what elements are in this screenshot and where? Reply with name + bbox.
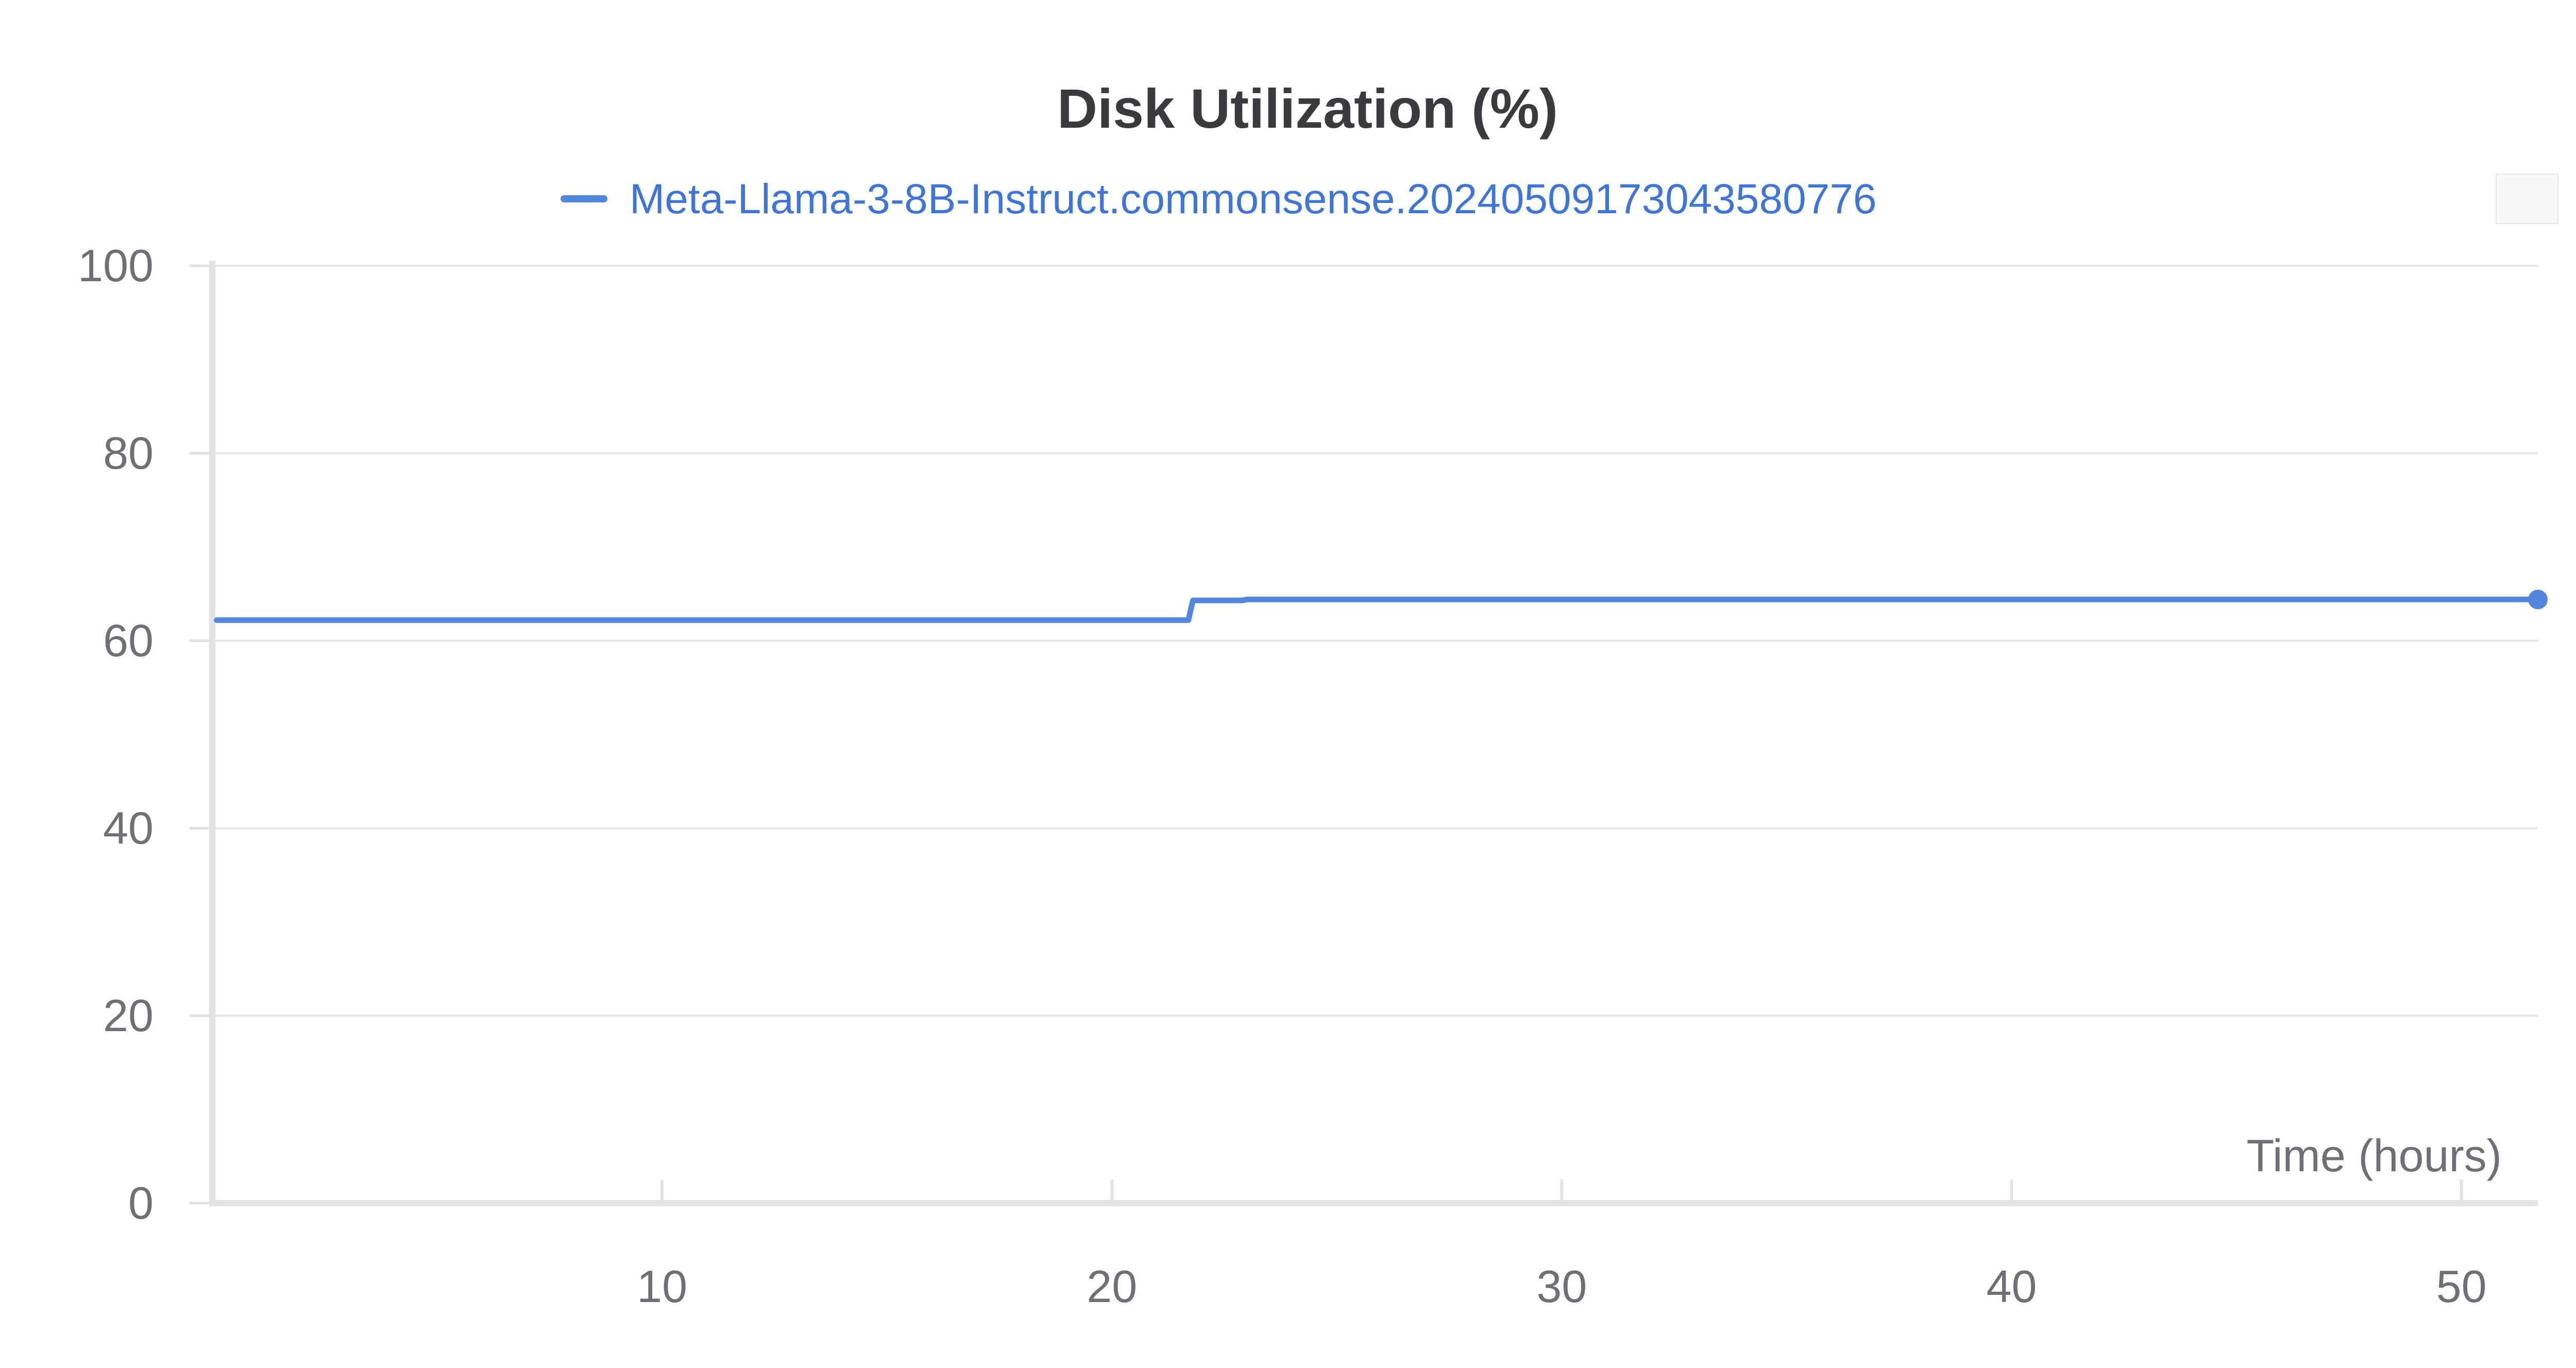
series-line[interactable] (214, 596, 2541, 623)
x-tick-label: 50 (2436, 1261, 2487, 1312)
legend-series-label[interactable]: Meta-Llama-3-8B-Instruct.commonsense.202… (630, 176, 1877, 223)
y-tick-label: 100 (78, 240, 154, 291)
y-tick-label: 0 (128, 1177, 154, 1228)
x-tick-label: 10 (637, 1261, 687, 1312)
chart-title: Disk Utilization (%) (1057, 77, 1558, 140)
x-axis-ticks: 10 20 30 40 50 (637, 1179, 2487, 1312)
axes (209, 261, 2538, 1206)
y-tick-label: 80 (103, 427, 154, 478)
x-axis-label: Time (hours) (2247, 1130, 2502, 1181)
legend[interactable]: Meta-Llama-3-8B-Instruct.commonsense.202… (561, 176, 1877, 223)
series-layer (214, 589, 2548, 623)
y-tick-label: 20 (103, 990, 154, 1041)
grid (212, 265, 2538, 1017)
y-tick-label: 40 (103, 802, 154, 853)
x-tick-label: 30 (1536, 1261, 1587, 1312)
x-tick-label: 40 (1987, 1261, 2037, 1312)
series-end-point[interactable] (2528, 589, 2548, 609)
legend-toggle-button[interactable] (2496, 174, 2558, 224)
y-tick-label: 60 (103, 615, 154, 666)
y-axis-ticks: 0 20 40 60 80 100 (78, 240, 212, 1228)
x-tick-label: 20 (1087, 1261, 1137, 1312)
